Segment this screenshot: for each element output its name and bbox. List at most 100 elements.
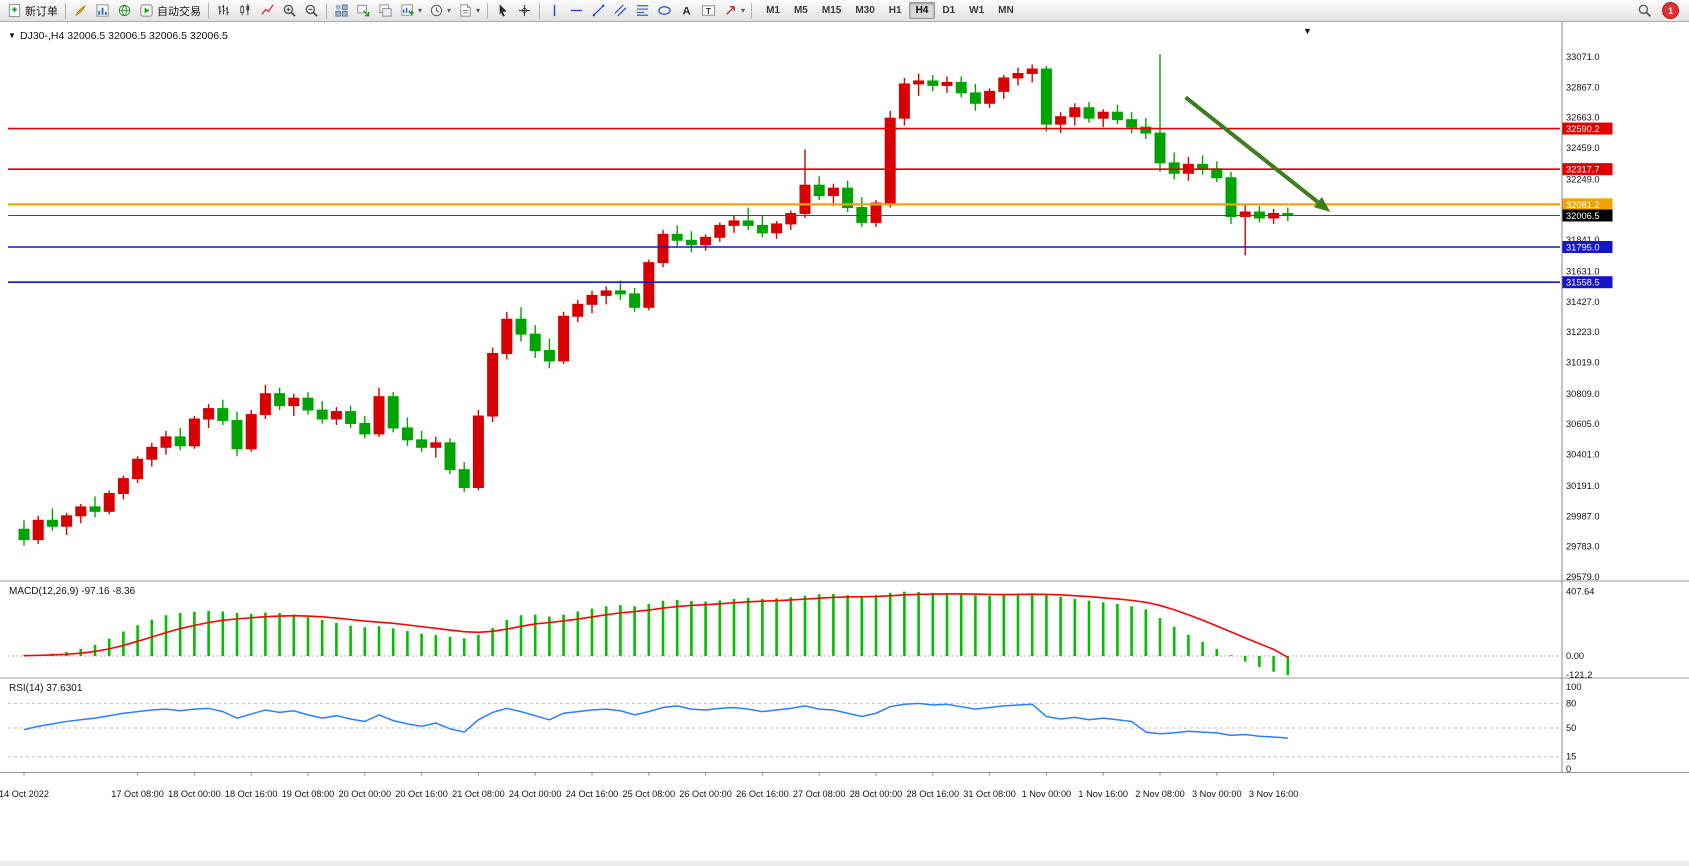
svg-text:17 Oct 08:00: 17 Oct 08:00: [111, 789, 164, 799]
svg-text:31795.0: 31795.0: [1566, 242, 1600, 252]
toolbar-right: 1: [1634, 1, 1685, 21]
svg-text:32081.2: 32081.2: [1566, 200, 1600, 210]
line-chart-mode-button[interactable]: [257, 1, 278, 21]
timeframe-m15-button[interactable]: M15: [815, 2, 848, 19]
trendline-button[interactable]: [588, 1, 609, 21]
search-button[interactable]: [1634, 1, 1655, 21]
svg-text:A: A: [682, 6, 690, 18]
macd-label: MACD(12,26,9) -97.16 -8.36: [9, 586, 136, 597]
bar-chart-mode-button[interactable]: [213, 1, 234, 21]
svg-text:31019.0: 31019.0: [1566, 358, 1600, 368]
channel-button[interactable]: [610, 1, 631, 21]
svg-text:25 Oct 08:00: 25 Oct 08:00: [622, 789, 675, 799]
timeframe-w1-button[interactable]: W1: [962, 2, 991, 19]
shapes-button[interactable]: [654, 1, 675, 21]
svg-text:32590.2: 32590.2: [1566, 124, 1600, 134]
text-button[interactable]: A: [676, 1, 697, 21]
svg-text:20 Oct 00:00: 20 Oct 00:00: [338, 789, 391, 799]
templates-button[interactable]: ▾: [455, 1, 483, 21]
periods-button[interactable]: ▾: [426, 1, 454, 21]
svg-text:20 Oct 16:00: 20 Oct 16:00: [395, 789, 448, 799]
svg-text:80: 80: [1566, 698, 1576, 708]
timeframe-m30-button[interactable]: M30: [848, 2, 881, 19]
svg-text:31631.0: 31631.0: [1566, 266, 1600, 276]
vline-icon: [547, 3, 562, 18]
chart-page-icon: [95, 3, 110, 18]
crosshair-button[interactable]: [514, 1, 535, 21]
toolbar-separator: [208, 2, 209, 19]
price-label-32590.2: 32590.2: [1562, 122, 1613, 135]
cascade-windows-button[interactable]: [375, 1, 396, 21]
toolbar-separator: [487, 2, 489, 19]
trend-arrow[interactable]: [1184, 95, 1331, 212]
rsi-label: RSI(14) 37.6301: [9, 683, 83, 694]
svg-text:31558.5: 31558.5: [1566, 278, 1600, 288]
timeframe-m5-button[interactable]: M5: [787, 2, 815, 19]
time-axis[interactable]: 14 Oct 2022 17 Oct 08:00 18 Oct 00:00 18 Oc…: [0, 772, 1298, 800]
svg-text:31223.0: 31223.0: [1566, 327, 1600, 337]
price-label-32317.7: 32317.7: [1562, 163, 1613, 176]
cursor-button[interactable]: [492, 1, 513, 21]
vertical-line-button[interactable]: [544, 1, 565, 21]
timeframe-d1-button[interactable]: D1: [935, 2, 962, 19]
candlestick-mode-button[interactable]: [235, 1, 256, 21]
line-chart-icon: [260, 3, 275, 18]
trendline-icon: [591, 3, 606, 18]
timeframe-h1-button[interactable]: H1: [882, 2, 909, 19]
metaeditor-button[interactable]: [70, 1, 91, 21]
svg-text:32459.0: 32459.0: [1566, 143, 1600, 153]
new-order-button[interactable]: 新订单: [4, 1, 61, 21]
price-axis[interactable]: 33071.0 32867.0 32663.0 32459.0 32249.0 31841…: [1561, 22, 1613, 774]
svg-text:100: 100: [1566, 682, 1582, 692]
strategy-tester-button[interactable]: [114, 1, 135, 21]
hline-icon: [569, 3, 584, 18]
svg-text:32006.5: 32006.5: [1566, 211, 1600, 221]
chart-symbol-dropdown-icon[interactable]: ▼: [8, 31, 16, 40]
ohlc-bars-icon: [216, 3, 231, 18]
chart-expand-arrow[interactable]: ▼: [1303, 26, 1312, 36]
horizontal-line-button[interactable]: [566, 1, 587, 21]
toolbar-separator: [65, 2, 66, 19]
tiles-icon: [334, 3, 349, 18]
svg-text:30401.0: 30401.0: [1566, 450, 1600, 460]
auto-trading-button[interactable]: 自动交易: [136, 1, 204, 21]
timeframe-m1-button[interactable]: M1: [759, 2, 787, 19]
svg-text:28 Oct 16:00: 28 Oct 16:00: [906, 789, 959, 799]
market-watch-button[interactable]: [92, 1, 113, 21]
price-label-32006.5: 32006.5: [1562, 209, 1613, 222]
svg-text:32249.0: 32249.0: [1566, 174, 1600, 184]
svg-text:26 Oct 16:00: 26 Oct 16:00: [736, 789, 789, 799]
fibonacci-icon: [635, 3, 650, 18]
toolbar-separator: [539, 2, 541, 19]
candles-icon: [238, 3, 253, 18]
tile-windows-button[interactable]: [331, 1, 352, 21]
chart-area[interactable]: 33071.0 32867.0 32663.0 32459.0 32249.0 31841…: [0, 22, 1689, 861]
svg-text:30605.0: 30605.0: [1566, 419, 1600, 429]
arrows-button[interactable]: ▾: [720, 1, 748, 21]
svg-text:31427.0: 31427.0: [1566, 297, 1600, 307]
timeframe-h4-button[interactable]: H4: [908, 2, 936, 19]
toolbar-groups: 新订单 自动交易 ▾ ▾ ▾ A T ▾: [4, 1, 748, 21]
zoom-out-button[interactable]: [301, 1, 322, 21]
svg-text:32663.0: 32663.0: [1566, 113, 1600, 123]
toolbar-separator: [751, 2, 753, 19]
svg-text:21 Oct 08:00: 21 Oct 08:00: [452, 789, 505, 799]
cascade-icon: [378, 3, 393, 18]
notification-badge[interactable]: 1: [1662, 2, 1679, 19]
chart-title: DJ30-,H4 32006.5 32006.5 32006.5 32006.5: [20, 30, 228, 42]
zoom-in-button[interactable]: [279, 1, 300, 21]
svg-text:18 Oct 16:00: 18 Oct 16:00: [225, 789, 278, 799]
globe-icon: [117, 3, 132, 18]
timeframe-mn-button[interactable]: MN: [991, 2, 1021, 19]
chart-canvas[interactable]: 33071.0 32867.0 32663.0 32459.0 32249.0 31841…: [0, 22, 1689, 861]
fibonacci-button[interactable]: [632, 1, 653, 21]
toolbar-separator: [326, 2, 327, 19]
new-chart-icon: [400, 3, 415, 18]
channel-icon: [613, 3, 628, 18]
text-label-button[interactable]: T: [698, 1, 719, 21]
quill-icon: [73, 3, 88, 18]
arrange-windows-button[interactable]: [353, 1, 374, 21]
new-chart-button[interactable]: ▾: [397, 1, 425, 21]
svg-text:-121.2: -121.2: [1566, 670, 1592, 680]
